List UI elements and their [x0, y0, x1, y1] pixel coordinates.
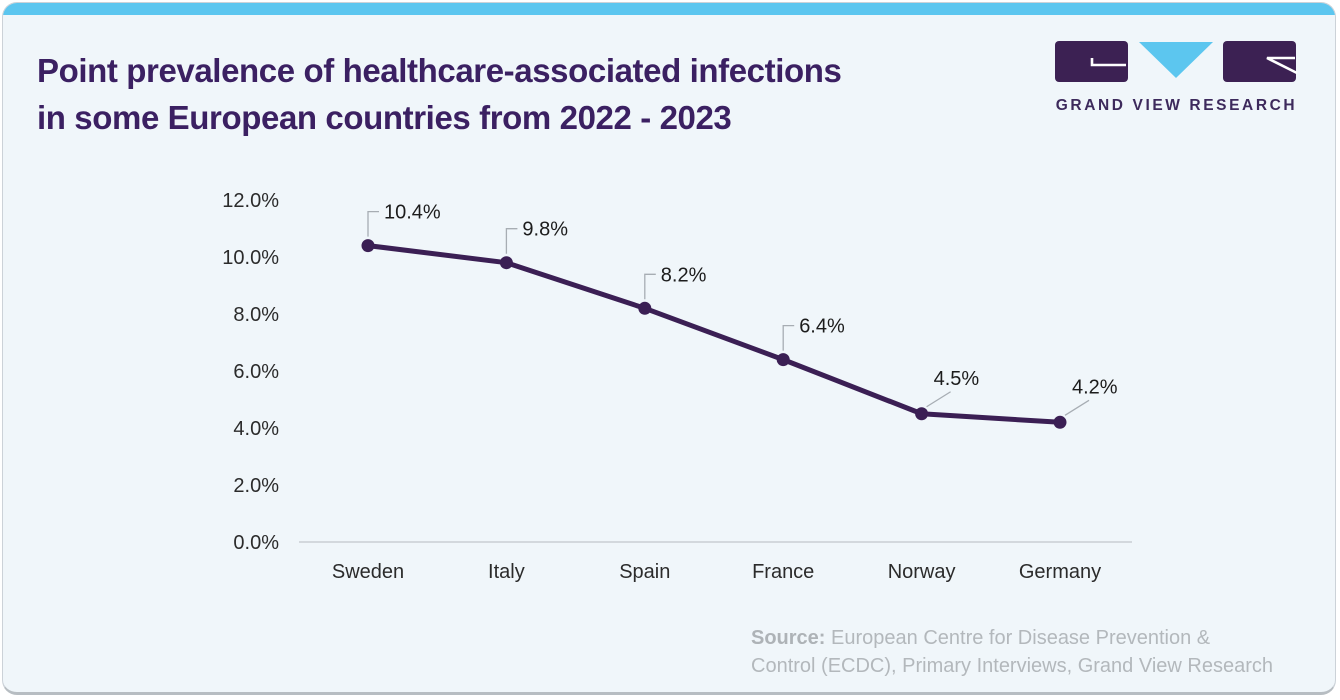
- leader-line: [505, 228, 518, 254]
- gvr-logo-icon: [1055, 41, 1298, 82]
- data-label: 4.5%: [934, 368, 980, 390]
- data-label: 8.2%: [661, 264, 707, 286]
- leader-line: [367, 210, 379, 237]
- y-tick-label: 10.0%: [222, 247, 279, 269]
- x-tick-label: Germany: [1019, 561, 1101, 583]
- y-tick-label: 4.0%: [233, 418, 279, 440]
- leader-line: [926, 391, 951, 408]
- source-label: Source:: [751, 627, 826, 649]
- logo-r-block: [1223, 41, 1296, 82]
- logo-wordmark: GRAND VIEW RESEARCH: [1055, 97, 1298, 114]
- logo-g-glyph: [1090, 58, 1126, 67]
- data-point: [361, 239, 375, 253]
- data-point: [1053, 415, 1067, 429]
- data-point: [776, 353, 790, 367]
- accent-top-bar: [3, 3, 1335, 15]
- page-title-line2: in some European countries from 2022 - 2…: [37, 99, 732, 136]
- y-tick-label: 12.0%: [222, 190, 279, 212]
- prevalence-line-chart: 12.0% 10.0% 8.0% 6.0% 4.0% 2.0% 0.0% Sweden Ital…: [222, 190, 1132, 583]
- y-tick-label: 2.0%: [233, 475, 279, 497]
- x-tick-label: Norway: [888, 561, 956, 583]
- data-point: [915, 407, 929, 421]
- y-tick-label: 0.0%: [233, 532, 279, 554]
- y-tick-label: 6.0%: [233, 361, 279, 383]
- source-line2: Control (ECDC), Primary Interviews, Gran…: [751, 655, 1274, 677]
- y-tick-label: 8.0%: [233, 304, 279, 326]
- leader-line: [644, 273, 656, 300]
- x-tick-label: Sweden: [332, 561, 404, 583]
- leader-line: [1064, 399, 1090, 416]
- trend-line: [365, 243, 1063, 425]
- data-point: [499, 256, 513, 270]
- data-label: 4.2%: [1072, 376, 1118, 398]
- source-line1-text: European Centre for Disease Prevention &: [825, 627, 1211, 649]
- x-tick-label: Italy: [488, 561, 525, 583]
- x-tick-label: France: [752, 561, 814, 583]
- page-title-line1: Point prevalence of healthcare-associate…: [37, 52, 842, 89]
- page-title: Point prevalence of healthcare-associate…: [37, 47, 842, 141]
- x-tick-label: Spain: [619, 561, 670, 583]
- grand-view-research-logo: GRAND VIEW RESEARCH: [1055, 41, 1298, 115]
- data-label: 9.8%: [522, 219, 568, 241]
- data-label: 10.4%: [384, 202, 441, 224]
- logo-v-triangle-icon: [1139, 42, 1213, 78]
- source-line1: Source: European Centre for Disease Prev…: [751, 624, 1329, 652]
- leader-line: [782, 324, 795, 351]
- source-note: Source: European Centre for Disease Prev…: [751, 624, 1329, 680]
- data-label: 6.4%: [799, 316, 845, 338]
- logo-r-glyph: [1266, 56, 1298, 75]
- data-point: [638, 301, 652, 315]
